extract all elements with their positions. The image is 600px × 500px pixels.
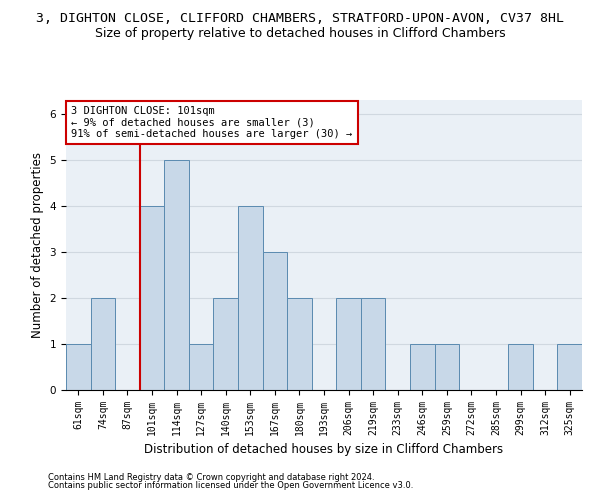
Bar	[336, 298, 361, 390]
Text: Contains public sector information licensed under the Open Government Licence v3: Contains public sector information licen…	[48, 481, 413, 490]
Bar	[508, 344, 533, 390]
Text: 3, DIGHTON CLOSE, CLIFFORD CHAMBERS, STRATFORD-UPON-AVON, CV37 8HL: 3, DIGHTON CLOSE, CLIFFORD CHAMBERS, STR…	[36, 12, 564, 26]
Bar	[410, 344, 434, 390]
Text: Size of property relative to detached houses in Clifford Chambers: Size of property relative to detached ho…	[95, 28, 505, 40]
X-axis label: Distribution of detached houses by size in Clifford Chambers: Distribution of detached houses by size …	[145, 444, 503, 456]
Bar	[287, 298, 312, 390]
Bar	[434, 344, 459, 390]
Bar	[140, 206, 164, 390]
Bar	[66, 344, 91, 390]
Bar	[557, 344, 582, 390]
Text: Contains HM Land Registry data © Crown copyright and database right 2024.: Contains HM Land Registry data © Crown c…	[48, 472, 374, 482]
Bar	[164, 160, 189, 390]
Text: 3 DIGHTON CLOSE: 101sqm
← 9% of detached houses are smaller (3)
91% of semi-deta: 3 DIGHTON CLOSE: 101sqm ← 9% of detached…	[71, 106, 352, 139]
Bar	[189, 344, 214, 390]
Y-axis label: Number of detached properties: Number of detached properties	[31, 152, 44, 338]
Bar	[361, 298, 385, 390]
Bar	[238, 206, 263, 390]
Bar	[263, 252, 287, 390]
Bar	[91, 298, 115, 390]
Bar	[214, 298, 238, 390]
